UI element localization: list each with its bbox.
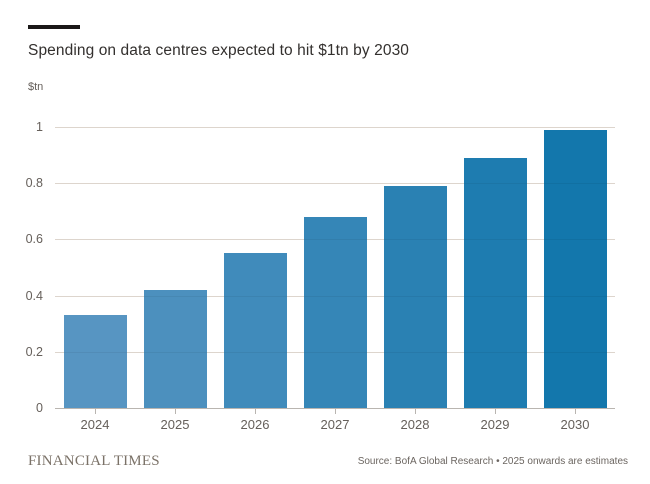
y-axis-unit-label: $tn <box>28 81 44 93</box>
gridline-1 <box>55 127 615 128</box>
x-tick-label-2028: 2028 <box>400 417 430 432</box>
x-tick-label-2025: 2025 <box>160 417 190 432</box>
y-tick-label-0.6: 0.6 <box>25 232 43 247</box>
x-tick-2026 <box>255 409 256 414</box>
chart-title: Spending on data centres expected to hit… <box>28 42 410 59</box>
bar-2028 <box>383 186 447 408</box>
bar-2026 <box>223 253 287 408</box>
x-tick-label-2030: 2030 <box>560 417 590 432</box>
x-axis-line <box>55 408 615 409</box>
x-tick-label-2027: 2027 <box>320 417 350 432</box>
y-tick-label-0: 0 <box>36 401 43 415</box>
y-tick-label-0.2: 0.2 <box>25 344 43 359</box>
x-tick-label-2026: 2026 <box>240 417 270 432</box>
bar-2024 <box>63 315 127 408</box>
x-tick-label-2024: 2024 <box>80 417 110 432</box>
x-tick-2029 <box>495 409 496 414</box>
x-tick-2028 <box>415 409 416 414</box>
x-tick-2024 <box>95 409 96 414</box>
gridline-overlay-0.4 <box>55 295 615 297</box>
x-tick-2030 <box>575 409 576 414</box>
bar-2025 <box>143 289 207 408</box>
gridline-overlay-0.6 <box>55 239 615 241</box>
bar-2027 <box>303 216 367 408</box>
gridline-overlay-0.8 <box>55 183 615 185</box>
gridline-0.8 <box>55 183 615 185</box>
y-tick-label-0.4: 0.4 <box>25 288 43 303</box>
y-tick-label-0.8: 0.8 <box>25 176 43 191</box>
x-tick-label-2029: 2029 <box>480 417 510 432</box>
gridline-overlay-1 <box>55 127 615 128</box>
ft-logo-text: FINANCIAL TIMES <box>28 453 160 469</box>
x-tick-2027 <box>335 409 336 414</box>
bar-2030 <box>543 129 607 408</box>
gridline-overlay-0.2 <box>55 351 615 353</box>
y-tick-label-1: 1 <box>36 120 43 134</box>
ft-brand-bar <box>28 25 80 29</box>
x-tick-2025 <box>175 409 176 414</box>
bar-2029 <box>463 157 527 408</box>
source-note: Source: BofA Global Research • 2025 onwa… <box>357 456 628 467</box>
